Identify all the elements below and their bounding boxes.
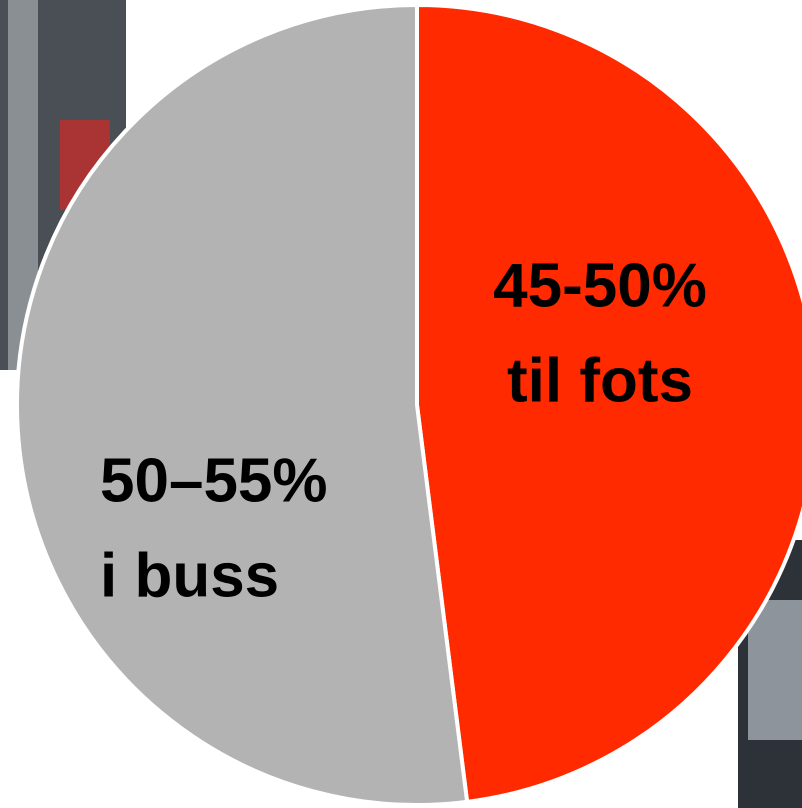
chart: 45-50% til fots 50–55% i buss xyxy=(0,0,802,808)
category-label: i buss xyxy=(100,541,279,610)
value-label: 50–55% xyxy=(100,446,328,515)
pie: 45-50% til fots 50–55% i buss xyxy=(17,5,802,805)
value-label: 45-50% xyxy=(493,251,707,320)
category-label: til fots xyxy=(507,346,693,415)
page: {"chart_data": {"type": "pie", "categori… xyxy=(0,0,802,808)
